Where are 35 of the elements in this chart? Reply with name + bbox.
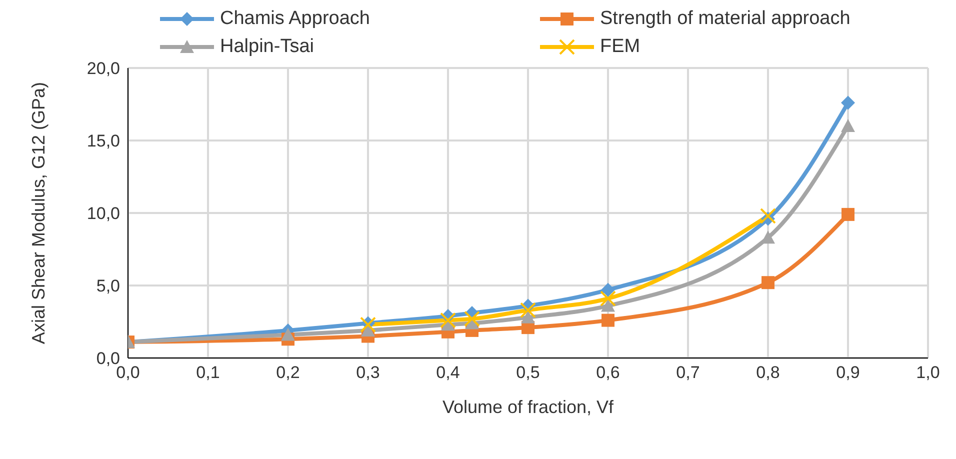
x-tick-label: 0,0 (116, 363, 140, 382)
y-tick-label: 20,0 (86, 59, 120, 78)
point (600, 290, 616, 307)
point (440, 312, 456, 328)
point (841, 96, 855, 110)
x-tick-label: 0,4 (436, 363, 460, 382)
legend-label: FEM (600, 36, 640, 58)
point (762, 276, 774, 290)
point (601, 282, 615, 297)
y-tick-label: 15,0 (86, 132, 120, 151)
x-tick-label: 0,1 (196, 363, 220, 382)
x-tick-label: 0,8 (756, 363, 780, 382)
x-tick-label: 0,3 (356, 363, 380, 382)
x-axis-title: Volume of fraction, Vf (442, 397, 615, 417)
point (841, 119, 855, 132)
x-tick-label: 0,6 (596, 363, 620, 382)
point (842, 208, 854, 221)
legend-label: Halpin-Tsai (220, 36, 314, 58)
x-tick-label: 0,5 (516, 363, 540, 382)
legend-label: Strength of material approach (600, 8, 850, 30)
point (464, 310, 480, 327)
point (281, 328, 295, 341)
x-tick-label: 0,7 (676, 363, 700, 382)
point (760, 208, 776, 224)
point (602, 314, 614, 327)
x-tick-label: 0,2 (276, 363, 300, 382)
y-tick-label: 10,0 (86, 204, 120, 224)
legend-label: Chamis Approach (220, 8, 370, 30)
x-tick-label: 1,0 (916, 363, 940, 382)
y-tick-label: 5,0 (96, 276, 120, 296)
x-tick-label: 0,9 (836, 363, 860, 382)
point (520, 302, 536, 318)
y-axis-title: Axial Shear Modulus, G12 (GPa) (28, 82, 48, 344)
point (601, 298, 615, 312)
point (521, 310, 535, 324)
